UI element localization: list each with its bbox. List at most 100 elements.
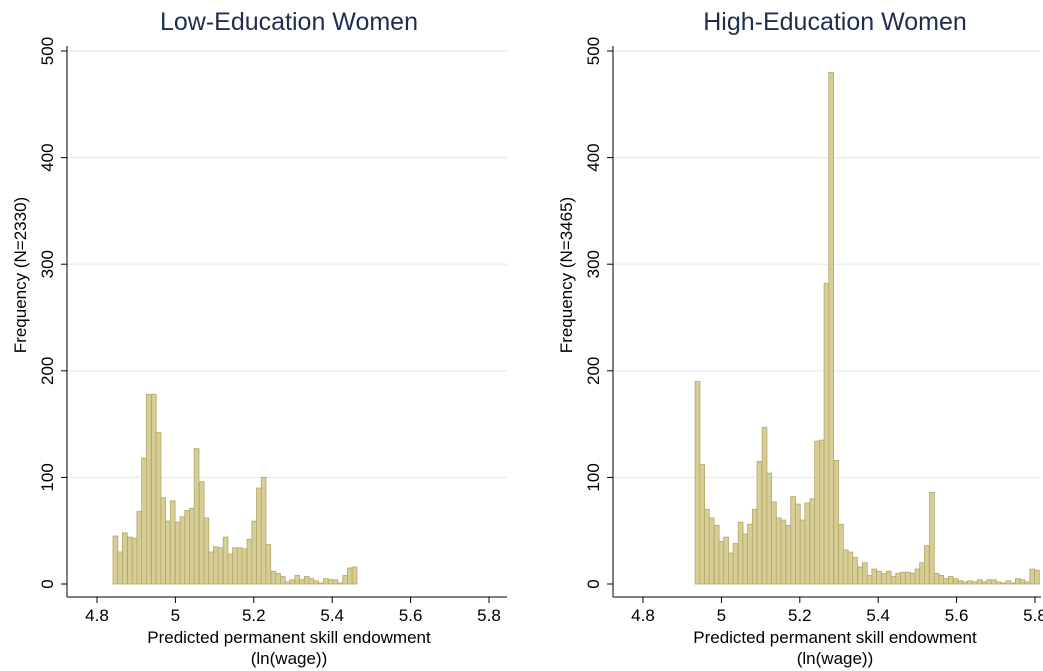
histogram-bar (275, 572, 281, 585)
histogram-bar (938, 575, 945, 585)
histogram-bar (943, 578, 949, 585)
histogram-bar (790, 496, 796, 585)
y-tick-label: 100 (584, 463, 603, 491)
x-tick-label: 5.6 (945, 606, 969, 625)
histogram-bar (995, 581, 1002, 585)
histogram-bar (236, 547, 243, 585)
histogram-bar (929, 491, 935, 585)
histogram-bar (857, 566, 863, 585)
histogram-bar (751, 508, 758, 585)
histogram-bar (833, 459, 840, 585)
histogram-bar (318, 582, 325, 585)
histogram-bar (986, 579, 992, 585)
histogram-bar (838, 523, 844, 585)
histogram-bar (747, 523, 753, 585)
histogram-bar (145, 393, 152, 585)
histogram-bar (852, 556, 858, 585)
histogram-bar (713, 524, 720, 585)
histogram-bar (193, 448, 200, 585)
histogram-bar (155, 432, 162, 585)
histogram-bar (122, 532, 128, 585)
histogram-bar (766, 472, 773, 585)
histogram-bar (313, 580, 319, 585)
x-axis-label-line-2: (ln(wage)) (251, 649, 328, 668)
histogram-bar (227, 553, 234, 585)
histogram-bar (871, 568, 878, 585)
histogram-bar (708, 517, 715, 585)
histogram-bar (184, 510, 190, 585)
histogram-bar (905, 571, 911, 585)
panel-low-education: Low-Education Women Frequency (N=2330) P… (11, 8, 507, 668)
histogram-bar (351, 566, 358, 585)
histogram-bar (814, 440, 820, 585)
histogram-bar (771, 501, 777, 585)
histogram-bar (165, 520, 171, 585)
axes: 0 100 200 300 400 500 4.8 5 5.2 5.4 5.6 5.8 (38, 37, 507, 625)
histogram-bar (885, 570, 892, 585)
histogram-bar (909, 572, 916, 585)
x-axis-label-line-1: Predicted permanent skill endowment (693, 628, 977, 647)
histogram-bar (924, 545, 930, 585)
histogram-bar (742, 533, 749, 585)
x-tick-label: 5.8 (1023, 606, 1043, 625)
histogram-bar (914, 568, 921, 585)
histogram-bar (241, 548, 248, 585)
histogram-bar (881, 572, 887, 585)
y-tick-label: 500 (38, 37, 57, 65)
axes: 0 100 200 300 400 500 4.8 5 5.2 5.4 5.6 5.8 (584, 37, 1043, 625)
histogram-bar (112, 535, 119, 585)
histogram-bar (895, 572, 901, 585)
histogram-bar (818, 439, 825, 585)
y-axis-label: Frequency (N=2330) (11, 197, 30, 353)
histogram-bar (189, 507, 195, 585)
histogram-bar (299, 579, 305, 585)
histogram-bar (890, 576, 897, 585)
histogram-bar (308, 578, 315, 585)
x-tick-label: 5.4 (320, 606, 344, 625)
histogram-bar (862, 562, 868, 585)
histogram-bar (208, 551, 214, 585)
histogram-bar (251, 520, 257, 585)
histogram-bar (260, 476, 267, 585)
histogram-bar (866, 575, 873, 585)
histogram-bar (795, 503, 801, 585)
grid-lines (67, 50, 507, 478)
histogram-bar (947, 576, 954, 585)
histogram-bar (981, 581, 988, 585)
y-tick-label: 400 (38, 143, 57, 171)
y-tick-label: 200 (584, 357, 603, 385)
x-axis-label-line-1: Predicted permanent skill endowment (147, 628, 431, 647)
histogram-bar (919, 562, 925, 585)
histogram-bar (804, 502, 811, 585)
histogram-bar (127, 536, 133, 585)
histogram-bar (953, 578, 959, 585)
histogram-bar (799, 519, 806, 585)
histogram-bar (704, 508, 710, 585)
histogram-bar (256, 487, 262, 585)
x-tick-label: 5 (717, 606, 726, 625)
histogram-bar (699, 464, 705, 585)
histogram-bar (933, 572, 940, 585)
panel-high-education: High-Education Women Frequency (N=3465) … (557, 8, 1043, 668)
x-tick-label: 4.8 (631, 606, 655, 625)
histogram-bar (1014, 578, 1021, 585)
histogram-bar (270, 570, 277, 585)
histogram-bar (265, 544, 272, 585)
x-tick-label: 5.2 (788, 606, 812, 625)
histogram-bar (1034, 569, 1040, 585)
histogram-bar (1000, 582, 1007, 585)
histogram-bar (976, 579, 983, 585)
histogram-bar (723, 536, 729, 585)
histogram-bar (728, 552, 734, 585)
histogram-bars (694, 71, 1040, 585)
y-tick-label: 100 (38, 463, 57, 491)
chart-title: Low-Education Women (160, 8, 418, 36)
y-tick-label: 300 (38, 250, 57, 278)
histogram-bar (694, 381, 701, 585)
histogram-bar (179, 516, 186, 585)
histogram-bar (232, 547, 238, 585)
histogram-bar (971, 581, 978, 585)
y-tick-label: 0 (38, 579, 57, 588)
histogram-bar (303, 576, 310, 585)
